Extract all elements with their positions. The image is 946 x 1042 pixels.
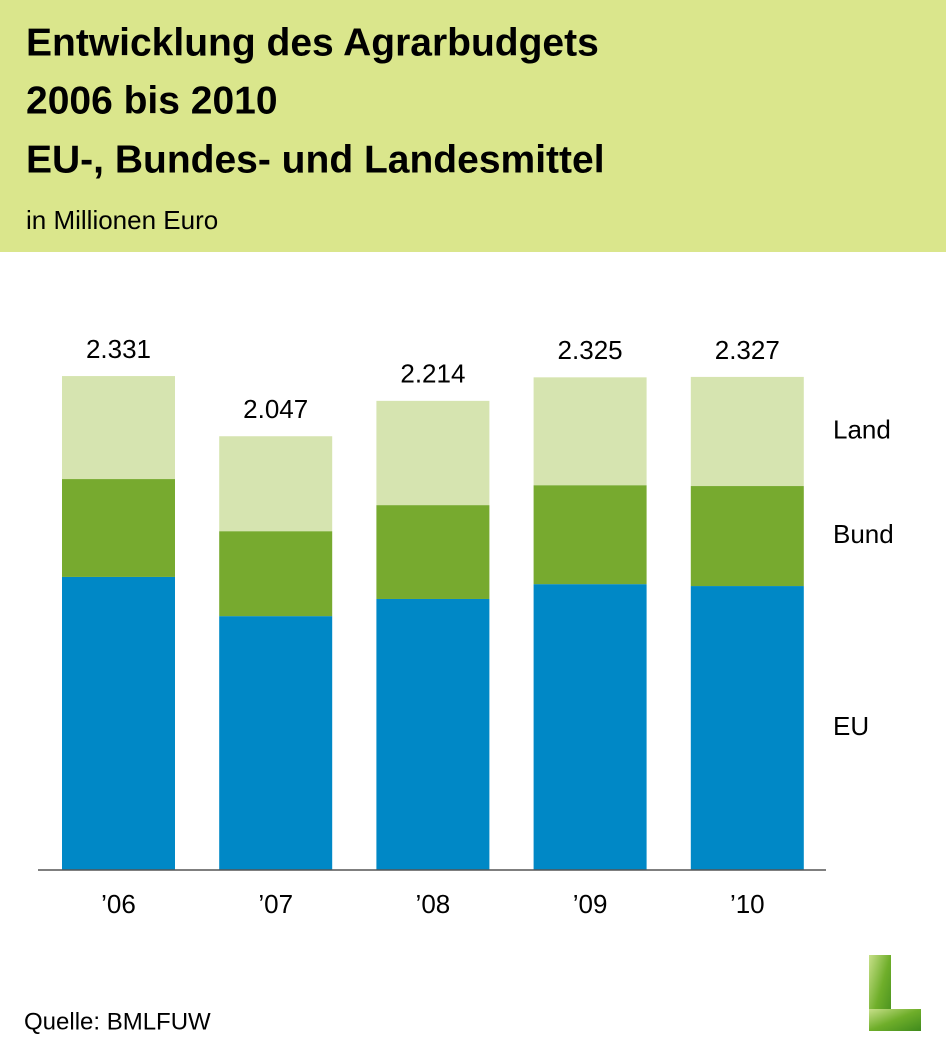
logo-part: [869, 1009, 921, 1031]
bar-segment: [62, 576, 175, 870]
total-label: 2.327: [715, 335, 780, 365]
header-background: [0, 0, 946, 252]
bar-segment: [219, 616, 333, 870]
bar-segment: [62, 376, 175, 480]
total-label: 2.047: [243, 394, 308, 424]
bar-segment: [533, 485, 647, 585]
total-label: 2.214: [400, 359, 465, 389]
source: Quelle: BMLFUW: [24, 1008, 211, 1035]
x-tick-label: ’09: [573, 889, 608, 919]
bar-segment: [376, 400, 490, 506]
chart-title: Entwicklung des Agrarbudgets: [26, 21, 599, 64]
bar-segment: [690, 486, 804, 587]
x-tick-label: ’08: [416, 889, 451, 919]
x-tick-label: ’07: [258, 889, 293, 919]
x-tick-label: ’06: [101, 889, 136, 919]
x-tick-label: ’10: [730, 889, 765, 919]
chart-title: EU-, Bundes- und Landesmittel: [26, 138, 605, 181]
bar-segment: [376, 598, 490, 870]
bar-segment: [376, 505, 490, 599]
bar-segment: [690, 586, 804, 870]
bar-segment: [690, 376, 804, 487]
bar-segment: [62, 479, 175, 577]
legend-label: Bund: [833, 519, 894, 549]
total-label: 2.325: [558, 335, 623, 365]
legend-label: Land: [833, 414, 891, 444]
chart-subtitle: in Millionen Euro: [26, 205, 218, 235]
total-label: 2.331: [86, 334, 151, 364]
legend-label: EU: [833, 711, 869, 741]
chart-title: 2006 bis 2010: [26, 79, 278, 122]
logo: [869, 955, 921, 1031]
bar-segment: [219, 436, 333, 532]
bar-segment: [219, 531, 333, 617]
bar-segment: [533, 584, 647, 870]
bar-segment: [533, 377, 647, 486]
